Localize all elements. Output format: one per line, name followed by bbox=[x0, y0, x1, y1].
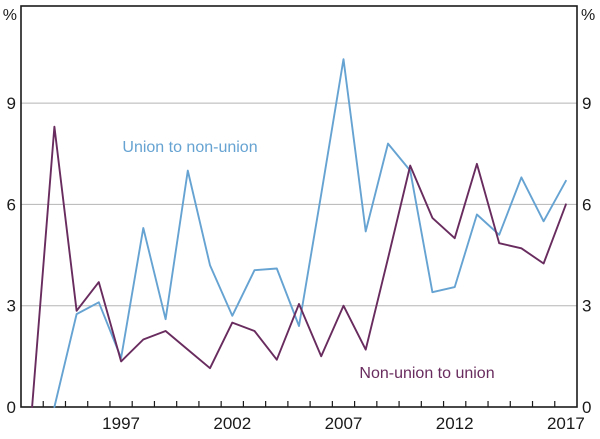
x-axis-label-2007: 2007 bbox=[325, 414, 363, 433]
y-axis-label-left-9: 9 bbox=[7, 94, 16, 113]
series-line-union-to-non-union bbox=[53, 58, 567, 408]
x-axis-label-2012: 2012 bbox=[436, 414, 474, 433]
plot-frame bbox=[20, 5, 578, 408]
x-axis-label-2002: 2002 bbox=[213, 414, 251, 433]
y-axis-label-left-6: 6 bbox=[7, 195, 16, 214]
y-axis-label-right-0: 0 bbox=[582, 398, 591, 417]
x-axis-label-1997: 1997 bbox=[102, 414, 140, 433]
series-line-non-union-to-union bbox=[31, 125, 567, 408]
x-axis-label-2017: 2017 bbox=[547, 414, 585, 433]
y-axis-label-left-0: 0 bbox=[7, 398, 16, 417]
series-label-non-union-to-union: Non-union to union bbox=[359, 365, 494, 382]
y-axis-label-right-9: 9 bbox=[582, 94, 591, 113]
y-axis-unit-right: % bbox=[581, 7, 595, 24]
y-axis-unit-left: % bbox=[3, 7, 17, 24]
y-axis-label-left-3: 3 bbox=[7, 297, 16, 316]
y-axis-label-right-3: 3 bbox=[582, 297, 591, 316]
y-axis-label-right-6: 6 bbox=[582, 195, 591, 214]
series-label-union-to-non-union: Union to non-union bbox=[122, 139, 257, 156]
